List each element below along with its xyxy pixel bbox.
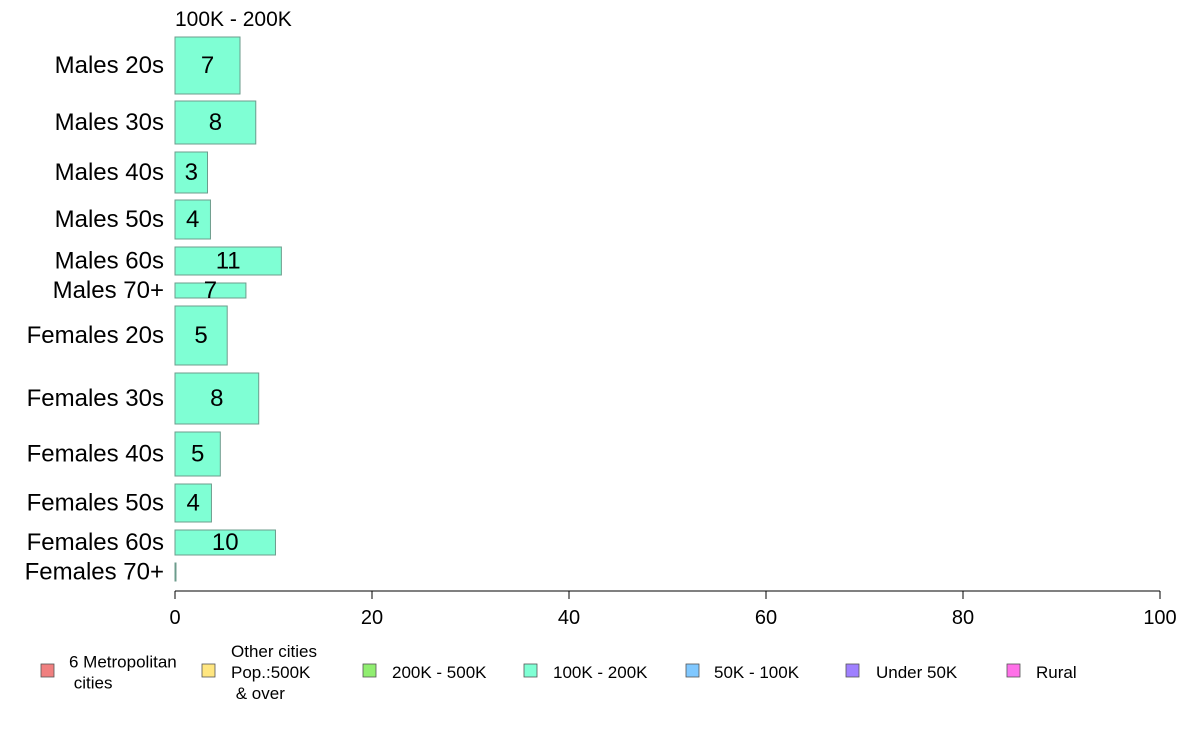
legend-line: & over: [231, 684, 285, 703]
category-label-males-20s: Males 20s: [55, 52, 164, 79]
value-label-males-30s: 8: [209, 109, 222, 136]
legend-swatch-other-cities-pop-500k-over: [201, 663, 216, 678]
x-tick-label-80: 80: [952, 607, 974, 629]
legend-label-6-metropolitan-cities: 6 Metropolitan cities: [69, 652, 177, 692]
legend-line: 200K - 500K: [392, 663, 487, 682]
legend-swatch-100k-200k: [523, 663, 538, 678]
category-label-females-60s: Females 60s: [27, 529, 164, 556]
bar-females-70: [174, 562, 177, 582]
legend-label-200k-500k: 200K - 500K: [392, 663, 487, 682]
legend-line: Other cities: [231, 642, 317, 661]
bar-males-30s: [174, 100, 257, 145]
legend-label-100k-200k: 100K - 200K: [553, 663, 648, 682]
category-label-males-30s: Males 30s: [55, 109, 164, 136]
value-label-females-40s: 5: [191, 441, 204, 468]
category-label-females-50s: Females 50s: [27, 490, 164, 517]
legend-swatch-6-metropolitan-cities: [40, 663, 55, 678]
x-tick-label-20: 20: [361, 607, 383, 629]
bar-females-30s: [174, 372, 260, 425]
x-tick-label-60: 60: [755, 607, 777, 629]
category-label-females-40s: Females 40s: [27, 441, 164, 468]
legend-label-50k-100k: 50K - 100K: [714, 663, 800, 682]
value-label-females-20s: 5: [194, 322, 207, 349]
x-tick-label-0: 0: [169, 607, 180, 629]
bar-females-40s: [174, 431, 221, 477]
value-label-males-60s: 11: [216, 248, 241, 275]
bar-males-70: [174, 282, 247, 299]
legend-line: Under 50K: [876, 663, 958, 682]
category-label-males-50s: Males 50s: [55, 206, 164, 233]
legend-line: 100K - 200K: [553, 663, 648, 682]
bar-females-60s: [174, 529, 276, 556]
bar-males-40s: [174, 151, 209, 194]
legend-line: Rural: [1036, 663, 1077, 682]
value-label-females-30s: 8: [210, 385, 223, 412]
legend-label-under-50k: Under 50K: [876, 663, 958, 682]
bar-males-50s: [174, 199, 211, 240]
category-label-males-40s: Males 40s: [55, 159, 164, 186]
bar-females-50s: [174, 483, 212, 523]
panel-title: 100K - 200K: [175, 8, 292, 31]
bar-males-60s: [174, 246, 282, 276]
bar-females-20s: [174, 305, 228, 366]
legend-line: cities: [69, 673, 112, 692]
legend-swatch-under-50k: [845, 663, 860, 678]
legend-line: 50K - 100K: [714, 663, 800, 682]
value-label-males-70: 7: [204, 277, 217, 304]
x-tick-label-100: 100: [1143, 607, 1176, 629]
category-label-females-20s: Females 20s: [27, 322, 164, 349]
value-label-females-50s: 4: [187, 490, 200, 517]
value-label-males-50s: 4: [186, 206, 199, 233]
legend-line: Pop.:500K: [231, 663, 311, 682]
x-tick-label-40: 40: [558, 607, 580, 629]
legend-swatch-200k-500k: [362, 663, 377, 678]
value-label-females-60s: 10: [212, 529, 239, 556]
bars-group: Males 20s 7 Males 30s 8 Males 40s 3 Males 50s 4…: [25, 36, 282, 586]
legend-label-rural: Rural: [1036, 663, 1077, 682]
legend-line: 6 Metropolitan: [69, 652, 177, 671]
category-label-males-70: Males 70+: [53, 277, 164, 304]
category-label-females-30s: Females 30s: [27, 385, 164, 412]
value-label-males-40s: 3: [185, 159, 198, 186]
category-label-females-70: Females 70+: [25, 559, 164, 586]
legend-swatch-rural: [1006, 663, 1021, 678]
category-label-males-60s: Males 60s: [55, 248, 164, 275]
bar-males-20s: [174, 36, 241, 95]
legend: 6 Metropolitan cities Other cities Pop.:50…: [40, 642, 1077, 703]
legend-swatch-50k-100k: [685, 663, 700, 678]
x-axis: 0 20 40 60 80 100: [169, 590, 1177, 629]
legend-label-other-cities-pop-500k-over: Other cities Pop.:500K & over: [231, 642, 317, 703]
value-label-males-20s: 7: [201, 52, 214, 79]
